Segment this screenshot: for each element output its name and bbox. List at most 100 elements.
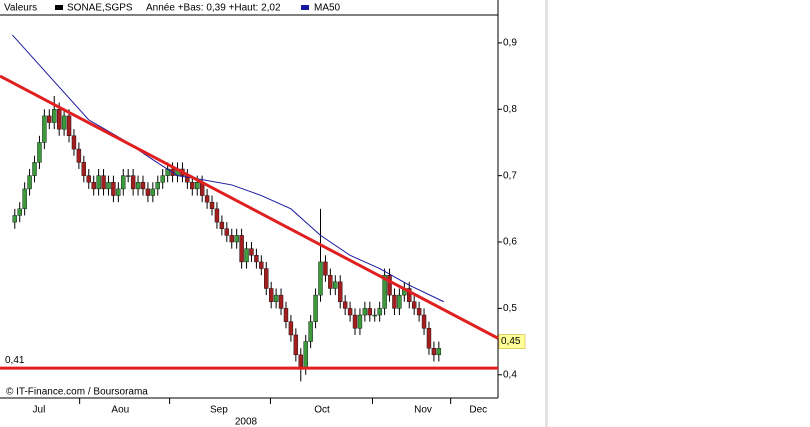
candle-body	[22, 188, 27, 210]
candle-body	[81, 162, 87, 176]
candle-body	[416, 308, 422, 316]
candle-body	[27, 175, 32, 190]
candle-body	[293, 334, 299, 356]
candle-body	[367, 308, 373, 316]
candle-body	[347, 308, 353, 316]
candle-body	[96, 175, 101, 190]
candle-body	[121, 175, 126, 190]
candle-body	[61, 115, 67, 130]
candle-body	[288, 321, 294, 336]
candle-body	[66, 115, 72, 137]
x-tick-label: Dec	[469, 405, 487, 416]
candle-body	[382, 275, 387, 309]
x-tick-label: Sep	[210, 405, 228, 416]
candle-body	[125, 175, 131, 177]
candle-body	[323, 261, 328, 276]
y-tick-label: 0,7	[503, 170, 517, 181]
y-tick-label: 0,8	[503, 104, 517, 115]
candle-body	[214, 208, 220, 223]
candle-body	[135, 182, 141, 190]
candle-body	[278, 294, 284, 309]
candle-body	[101, 175, 106, 190]
candle-body	[387, 275, 392, 296]
y-tick-label: 0,5	[503, 303, 517, 314]
candle-body	[47, 115, 52, 123]
candle-body	[254, 255, 259, 263]
candle-body	[264, 268, 269, 289]
candle-body	[234, 235, 239, 243]
candle-body	[37, 142, 42, 163]
candle-body	[160, 175, 165, 183]
candle-body	[431, 348, 437, 356]
candle-body	[411, 301, 417, 309]
x-tick-label: Nov	[414, 405, 432, 416]
frame-edge	[545, 0, 548, 427]
candle-body	[352, 314, 358, 329]
x-tick-label: Aou	[111, 405, 129, 416]
candle-body	[421, 314, 427, 329]
candle-body	[150, 188, 156, 196]
support-label: 0,41	[5, 355, 25, 366]
source: © IT-Finance.com / Boursorama	[6, 387, 148, 398]
candle-body	[224, 228, 230, 236]
candle-body	[219, 221, 225, 229]
candle-body	[342, 301, 348, 309]
candle-body	[229, 235, 234, 243]
candle-body	[308, 321, 313, 342]
candle-body	[249, 248, 254, 256]
candle-body	[362, 308, 368, 316]
last-price-label: 0,45	[501, 336, 521, 347]
legend-swatch	[301, 5, 309, 10]
candle-body	[91, 182, 96, 190]
trend-line	[0, 74, 499, 340]
candle-body	[111, 182, 116, 196]
candle-body	[116, 188, 121, 196]
legend-label: MA50	[314, 3, 341, 14]
candle-body	[328, 275, 333, 289]
candle-body	[333, 281, 338, 289]
candle-body	[372, 314, 377, 317]
candle-body	[268, 288, 274, 302]
candle-body	[12, 215, 17, 223]
candle-body	[17, 208, 22, 216]
candle-body	[244, 248, 249, 263]
candle-body	[298, 354, 303, 369]
candle-body	[106, 182, 111, 190]
chart-subtitle: Année +Bas: 0,39 +Haut: 2,02	[146, 3, 281, 14]
y-tick-label: 0,4	[503, 369, 517, 380]
last-price-tag	[498, 334, 526, 349]
y-tick-label: 0,6	[503, 237, 517, 248]
ma-line	[11, 34, 444, 303]
candle-body	[303, 341, 308, 369]
frame	[0, 0, 545, 427]
legend-swatch	[55, 5, 63, 10]
candle-body	[76, 148, 82, 163]
candle-body	[140, 182, 146, 190]
candle-body	[377, 308, 382, 316]
y-tick-label: 0,9	[503, 38, 517, 49]
candle-body	[204, 195, 210, 203]
candle-body	[52, 109, 57, 123]
x-tick-label: Oct	[314, 405, 330, 416]
candle-body	[190, 182, 195, 190]
candle-body	[71, 135, 77, 150]
candle-body	[259, 261, 264, 269]
candle-body	[426, 328, 432, 349]
candle-body	[397, 294, 402, 309]
candle-body	[357, 314, 363, 329]
candle-body	[239, 235, 244, 263]
candle-body	[392, 294, 397, 309]
candle-body	[436, 348, 442, 356]
candle-body	[42, 115, 47, 143]
candle-body	[32, 162, 37, 176]
candle-body	[338, 281, 343, 302]
candle-body	[56, 109, 62, 130]
legend-label: SONAE,SGPS	[67, 3, 133, 14]
candle-body	[195, 182, 200, 190]
x-tick-label: Jul	[33, 405, 46, 416]
candle-body	[273, 294, 279, 302]
candle-body	[313, 294, 318, 322]
candle-body	[283, 308, 289, 322]
chart-title: Valeurs	[4, 3, 37, 14]
